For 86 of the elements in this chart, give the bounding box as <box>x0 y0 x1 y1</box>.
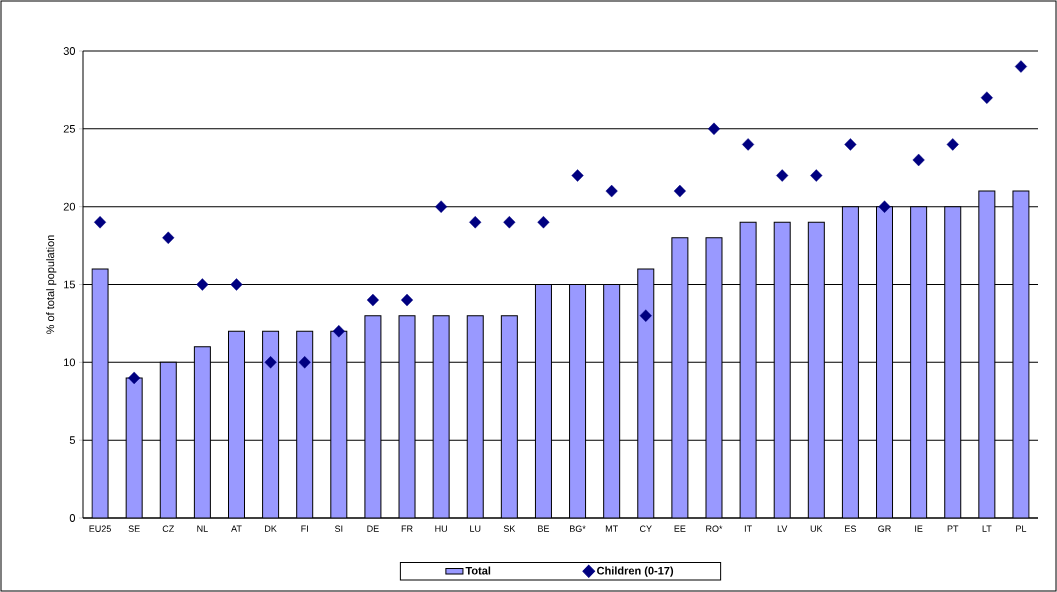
bar <box>330 330 348 518</box>
bar <box>534 284 552 518</box>
x-tick-label: BG* <box>570 525 586 532</box>
point <box>810 169 823 182</box>
x-tick-label: CY <box>639 525 652 532</box>
point <box>196 278 209 291</box>
x-tick-label: MT <box>605 525 618 532</box>
y-tick-label: 0 <box>69 514 76 522</box>
bar <box>603 284 621 518</box>
point <box>776 169 789 182</box>
x-tick-label: UK <box>810 525 823 532</box>
point <box>742 138 755 151</box>
bar <box>876 206 894 518</box>
point <box>980 91 993 104</box>
bar <box>773 221 791 518</box>
x-tick-label: SI <box>334 525 343 532</box>
y-axis-title: % of total population <box>46 235 57 334</box>
point <box>162 231 175 244</box>
x-tick-label: DE <box>367 525 379 532</box>
x-tick-label: SK <box>503 525 516 532</box>
point <box>639 309 652 322</box>
point <box>1014 60 1027 73</box>
point <box>673 184 686 198</box>
y-tick-label: 5 <box>69 436 75 445</box>
x-tick-label: AT <box>231 525 242 532</box>
y-tick-label: 20 <box>63 202 76 211</box>
point <box>707 122 721 136</box>
bar <box>807 221 825 518</box>
bar <box>910 206 928 518</box>
x-tick-label: LT <box>982 525 992 532</box>
x-tick-label: IT <box>744 525 752 532</box>
x-tick-label: PL <box>1016 525 1027 532</box>
y-tick-label: 10 <box>64 358 76 367</box>
x-tick-label: IE <box>915 525 923 532</box>
point <box>435 200 448 213</box>
point <box>503 216 516 229</box>
x-tick-label: HU <box>435 525 447 532</box>
point <box>571 169 584 182</box>
point <box>366 293 379 307</box>
legend-label: Children (0-17) <box>597 566 674 577</box>
point <box>946 138 959 151</box>
y-tick-label: 25 <box>63 124 75 133</box>
bar <box>500 315 518 518</box>
point <box>128 371 141 385</box>
y-tick-label: 15 <box>64 280 75 289</box>
point <box>264 356 277 369</box>
bar <box>125 377 143 518</box>
bar <box>944 206 962 518</box>
bar <box>193 346 211 518</box>
legend-label: Total <box>465 566 491 575</box>
point <box>298 356 311 369</box>
x-tick-label: PT <box>947 525 959 532</box>
bar <box>227 330 245 518</box>
x-tick-label: FI <box>301 525 308 532</box>
point <box>537 216 550 229</box>
point <box>878 200 891 213</box>
x-tick-label: GR <box>878 525 891 532</box>
x-tick-label: LU <box>470 525 481 532</box>
point <box>912 153 925 167</box>
bar <box>841 206 859 518</box>
bar <box>159 361 177 518</box>
x-tick-label: CZ <box>162 525 174 532</box>
point <box>94 216 107 229</box>
point <box>844 138 857 151</box>
bar <box>569 284 587 518</box>
point <box>469 216 482 229</box>
x-tick-label: ES <box>845 525 857 532</box>
x-tick-label: SE <box>128 525 140 532</box>
x-tick-label: LV <box>777 525 788 532</box>
x-tick-label: EE <box>674 525 686 532</box>
x-tick-label: DK <box>265 525 277 532</box>
bar <box>978 190 996 518</box>
bar <box>637 268 655 518</box>
point <box>605 184 618 198</box>
y-tick-label: 30 <box>63 47 76 55</box>
point <box>332 325 345 338</box>
point <box>400 293 414 307</box>
x-tick-label: EU25 <box>89 525 111 532</box>
x-tick-label: NL <box>197 525 208 532</box>
bar <box>296 330 314 518</box>
x-tick-label: FR <box>401 525 413 532</box>
bar <box>466 315 484 518</box>
bar <box>262 330 280 518</box>
x-tick-label: RO* <box>706 525 723 532</box>
x-tick-label: BE <box>538 525 550 532</box>
point <box>230 278 243 291</box>
